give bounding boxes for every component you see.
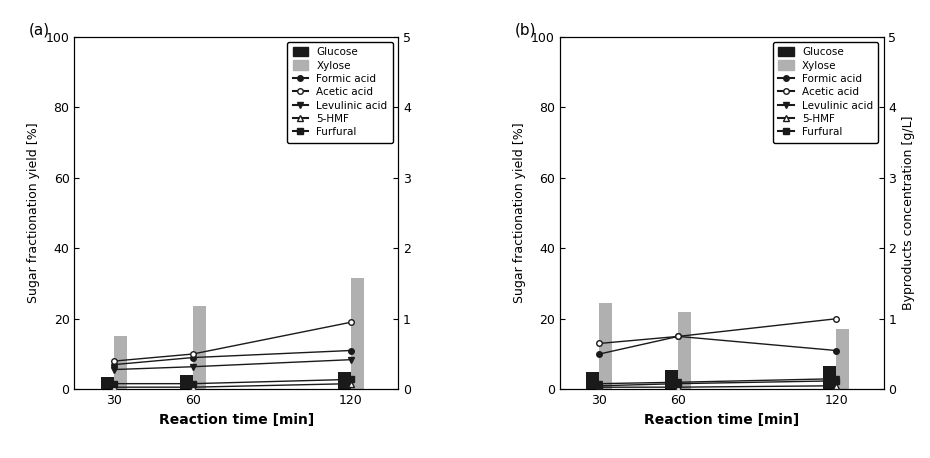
Bar (193, 306, 206, 389)
Bar (100, 377, 113, 389)
Bar (678, 312, 691, 389)
Bar (823, 366, 836, 389)
Bar (836, 329, 849, 389)
Legend: Glucose, Xylose, Formic acid, Acetic acid, Levulinic acid, 5-HMF, Furfural: Glucose, Xylose, Formic acid, Acetic aci… (773, 42, 878, 142)
Bar (586, 372, 599, 389)
Bar (338, 372, 351, 389)
Bar (599, 303, 613, 389)
Y-axis label: Sugar fractionation yield [%]: Sugar fractionation yield [%] (512, 123, 525, 303)
Bar (665, 370, 678, 389)
X-axis label: Reaction time [min]: Reaction time [min] (159, 413, 313, 427)
Y-axis label: Byproducts concentration [g/L]: Byproducts concentration [g/L] (902, 116, 915, 310)
Y-axis label: Sugar fractionation yield [%]: Sugar fractionation yield [%] (27, 123, 40, 303)
X-axis label: Reaction time [min]: Reaction time [min] (644, 413, 799, 427)
Bar (179, 375, 193, 389)
Text: (b): (b) (514, 22, 536, 38)
Legend: Glucose, Xylose, Formic acid, Acetic acid, Levulinic acid, 5-HMF, Furfural: Glucose, Xylose, Formic acid, Acetic aci… (287, 42, 392, 142)
Bar (351, 278, 364, 389)
Text: (a): (a) (29, 22, 50, 38)
Bar (113, 336, 127, 389)
